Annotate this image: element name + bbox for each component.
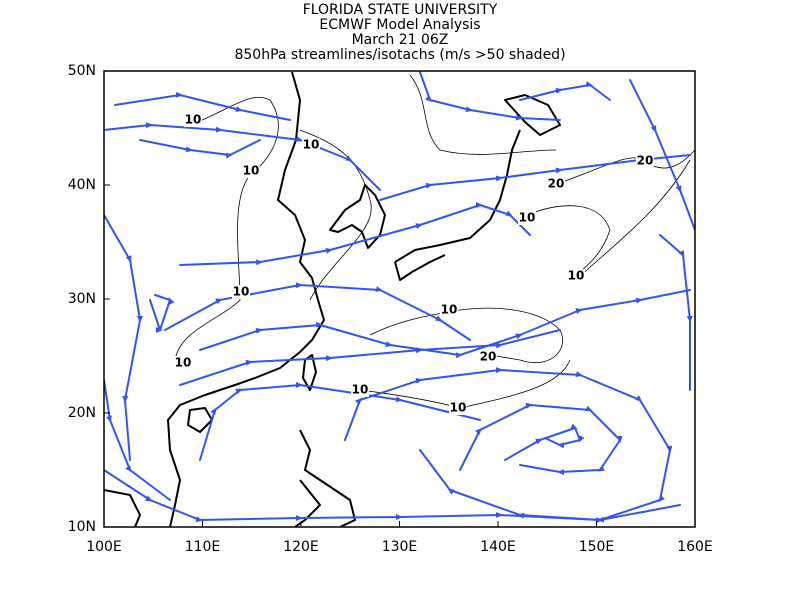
isotach-label: 10 xyxy=(175,356,192,370)
x-tick-label: 120E xyxy=(283,539,319,555)
label-bg xyxy=(242,164,260,178)
isotach-label: 20 xyxy=(480,350,497,364)
axes: 100E 110E 120E 130E 140E 150E 160E 10N 20N 30N 40N… xyxy=(68,63,713,555)
y-tick-label: 10N xyxy=(68,519,96,535)
label-bg xyxy=(567,269,585,283)
label-bg xyxy=(351,383,369,397)
isotach-label: 10 xyxy=(185,113,202,127)
label-bg xyxy=(547,177,565,191)
x-tick-label: 150E xyxy=(579,539,615,555)
x-tick-label: 130E xyxy=(382,539,418,555)
isotach-label: 10 xyxy=(303,138,320,152)
label-bg xyxy=(184,113,202,127)
isotach-label: 10 xyxy=(441,303,458,317)
x-tick-label: 110E xyxy=(185,539,221,555)
isotach-label: 10 xyxy=(450,401,467,415)
y-tick-label: 30N xyxy=(68,291,96,307)
x-tick-label: 160E xyxy=(677,539,713,555)
label-bg xyxy=(636,154,654,168)
y-tick-label: 50N xyxy=(68,63,96,79)
label-bg xyxy=(302,138,320,152)
isotachs xyxy=(174,74,695,409)
label-bg xyxy=(518,211,536,225)
title-line: FLORIDA STATE UNIVERSITY xyxy=(303,2,498,18)
isotach-label: 10 xyxy=(568,269,585,283)
map-layers: 10 10 10 10 10 10 10 10 10 10 20 20 20 xyxy=(104,71,695,527)
isotach-label: 20 xyxy=(548,177,565,191)
label-bg xyxy=(232,285,250,299)
y-tick-label: 20N xyxy=(68,405,96,421)
isotach-label: 10 xyxy=(243,164,260,178)
title-line: March 21 06Z xyxy=(352,32,449,48)
streamlines xyxy=(104,71,695,524)
label-bg xyxy=(449,401,467,415)
x-tick-label: 100E xyxy=(86,539,122,555)
isotach-labels: 10 10 10 10 10 10 10 10 10 10 20 20 20 xyxy=(174,113,654,415)
isotach-label: 10 xyxy=(519,211,536,225)
isotach-label: 20 xyxy=(637,154,654,168)
y-tick-label: 40N xyxy=(68,177,96,193)
coastlines xyxy=(104,71,561,527)
isotach-label: 10 xyxy=(352,383,369,397)
isotach-label: 10 xyxy=(233,285,250,299)
title-line: 850hPa streamlines/isotachs (m/s >50 sha… xyxy=(234,47,565,63)
x-tick-label: 140E xyxy=(480,539,516,555)
title-line: ECMWF Model Analysis xyxy=(319,17,480,33)
label-bg xyxy=(440,303,458,317)
label-bg xyxy=(174,356,192,370)
label-bg xyxy=(479,350,497,364)
